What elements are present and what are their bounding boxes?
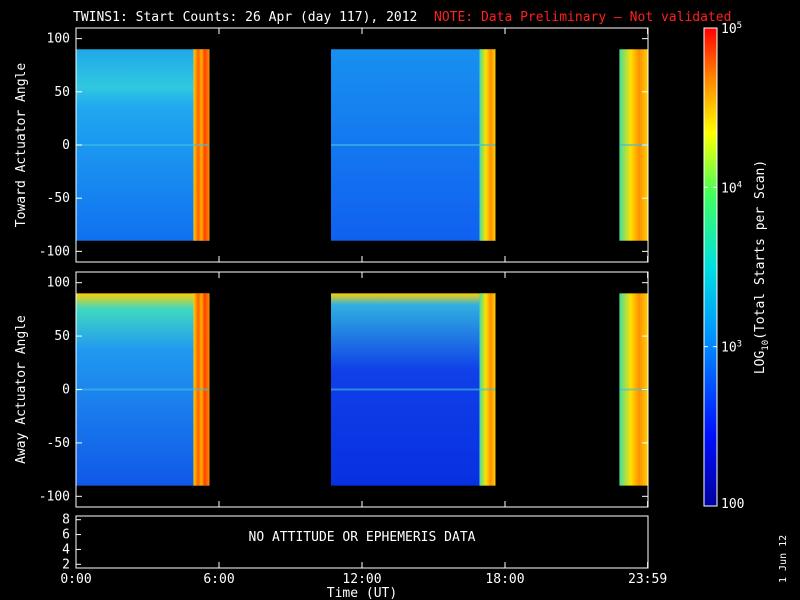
colorbar <box>703 27 718 507</box>
colorbar-ticks: 100 103 104 105 <box>704 21 744 512</box>
away-ytick-label: 0 <box>62 383 70 398</box>
away-panel: 100 50 0 -50 -100 Away Actuator Angle <box>14 271 649 508</box>
away-ytick-label: -100 <box>39 489 70 504</box>
toward-ylabel: Toward Actuator Angle <box>14 63 29 228</box>
toward-ytick-label: 50 <box>54 85 70 100</box>
x-tick-label: 12:00 <box>342 572 381 587</box>
x-tick-label: 0:00 <box>60 572 91 587</box>
date-stamp: 1 Jun 12 <box>778 535 789 583</box>
away-ytick-label: 50 <box>54 329 70 344</box>
away-ylabel: Away Actuator Angle <box>14 315 29 464</box>
toward-panel: 100 50 0 -50 -100 Toward Actuator Angle <box>14 27 649 263</box>
away-ytick-label: 100 <box>47 276 70 291</box>
attitude-ytick-label: 8 <box>62 513 70 528</box>
attitude-message: NO ATTITUDE OR EPHEMERIS DATA <box>249 530 476 545</box>
attitude-ytick-label: 4 <box>62 542 70 557</box>
panels: 100 50 0 -50 -100 Toward Actuator Angle 100 50 0… <box>14 27 667 587</box>
x-axis-label: Time (UT) <box>327 586 397 600</box>
colorbar-tick-label: 103 <box>721 340 742 356</box>
colorbar-tick-label: 104 <box>721 180 742 196</box>
chart-title: TWINS1: Start Counts: 26 Apr (day 117), … <box>73 10 417 25</box>
x-tick-label: 6:00 <box>203 572 234 587</box>
toward-ytick-label: -50 <box>47 191 70 206</box>
colorbar-tick-label: 100 <box>721 497 744 512</box>
colorbar-tick-label: 105 <box>721 21 742 37</box>
toward-ytick-label: 0 <box>62 138 70 153</box>
toward-ytick-label: -100 <box>39 244 70 259</box>
toward-ytick-label: 100 <box>47 32 70 47</box>
colorbar-label: LOG10(Total Starts per Scan) <box>753 160 771 374</box>
x-tick-label: 18:00 <box>485 572 524 587</box>
attitude-ytick-label: 2 <box>62 557 70 572</box>
preliminary-note: NOTE: Data Preliminary — Not validated <box>434 10 731 25</box>
away-ytick-label: -50 <box>47 436 70 451</box>
attitude-ytick-label: 6 <box>62 528 70 543</box>
x-tick-label: 23:59 <box>628 572 667 587</box>
